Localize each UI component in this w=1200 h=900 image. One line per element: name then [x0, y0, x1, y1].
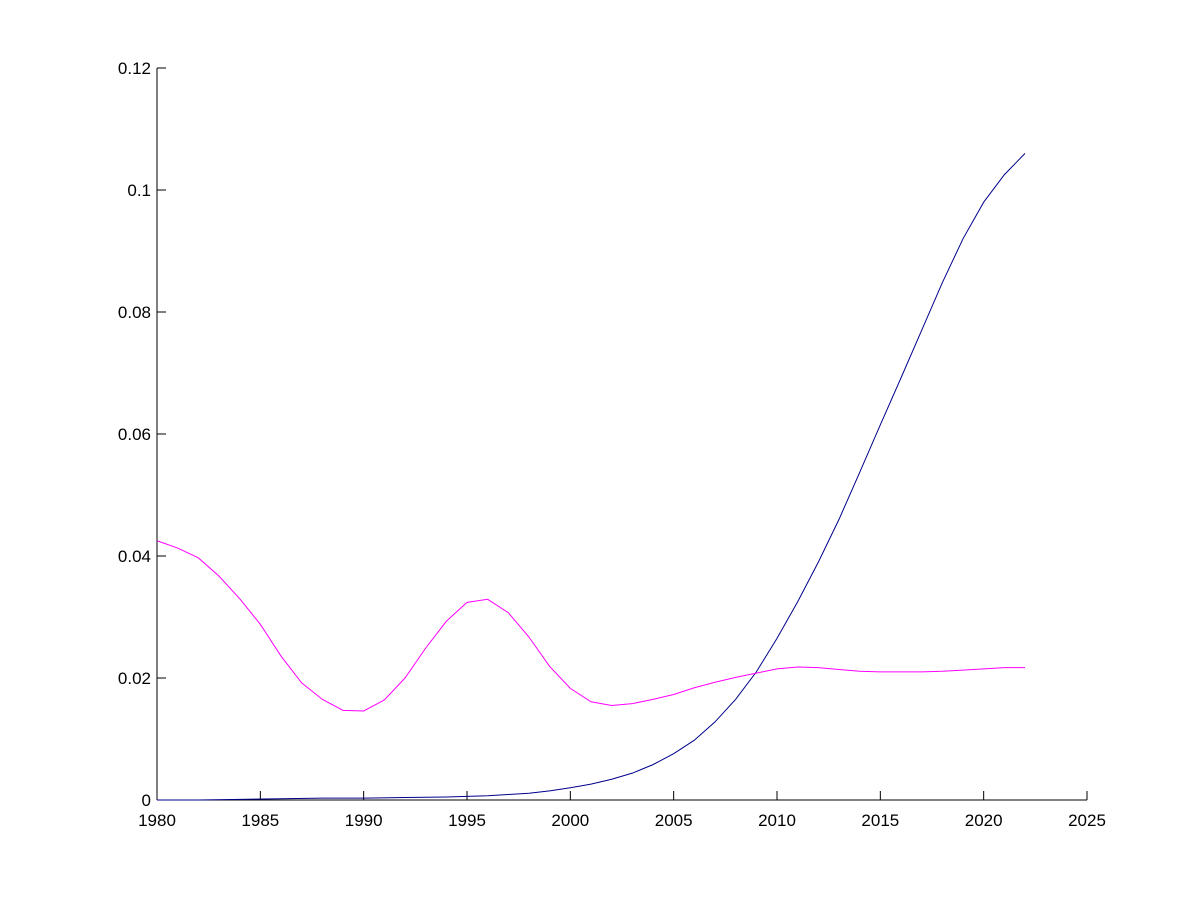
x-tick-label: 2015: [861, 811, 899, 830]
y-tick-label: 0.06: [118, 425, 151, 444]
x-tick-label: 2025: [1068, 811, 1106, 830]
y-tick-label: 0.12: [118, 59, 151, 78]
x-tick-label: 1985: [241, 811, 279, 830]
y-tick-label: 0.1: [127, 181, 151, 200]
series-line-1: [157, 153, 1026, 801]
series-line-2: [156, 540, 1025, 712]
series-layer: [156, 153, 1026, 801]
y-tick-label: 0.08: [118, 303, 151, 322]
x-tick-label: 1980: [138, 811, 176, 830]
x-tick-label: 2020: [965, 811, 1003, 830]
x-tick-label: 1990: [345, 811, 383, 830]
x-tick-label: 1995: [448, 811, 486, 830]
x-tick-label: 2010: [758, 811, 796, 830]
x-tick-label: 2000: [551, 811, 589, 830]
y-tick-label: 0.04: [118, 547, 151, 566]
axes: 1980 1985 1990 1995 2000 2005 2010 2015 2020 2025…: [118, 59, 1106, 830]
x-tick-label: 2005: [655, 811, 693, 830]
y-tick-label: 0: [142, 791, 151, 810]
y-tick-label: 0.02: [118, 669, 151, 688]
